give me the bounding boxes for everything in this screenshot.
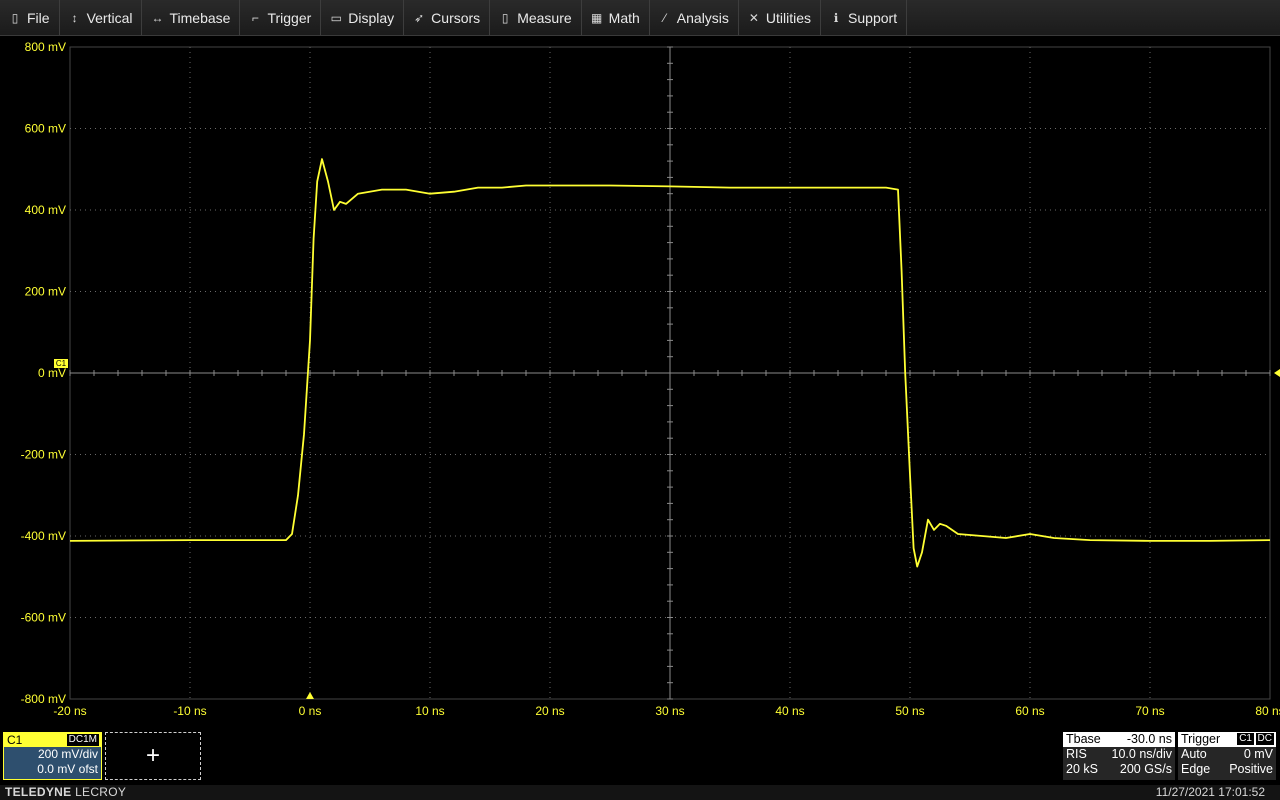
menu-cursors[interactable]: ➶ Cursors [404, 0, 491, 35]
menu-bar: ▯ File ↕ Vertical ↔ Timebase ⌐ Trigger ▭… [0, 0, 1280, 36]
menu-utilities-label: Utilities [765, 9, 812, 26]
info-icon: ℹ [833, 10, 839, 25]
trigger-type: Edge [1181, 762, 1211, 776]
add-channel-button[interactable]: + [105, 732, 201, 780]
timebase-descriptor[interactable]: Tbase -30.0 ns RIS 10.0 ns/div 20 kS 200… [1063, 732, 1175, 780]
trigger-level-arrow [1274, 369, 1280, 377]
menu-measure-label: Measure [517, 9, 572, 26]
menu-math[interactable]: ▦ Math [582, 0, 650, 35]
x-tick-label: 60 ns [1015, 704, 1044, 718]
trigger-row-2: Edge Positive [1178, 762, 1276, 777]
menu-analysis[interactable]: ⁄ Analysis [650, 0, 739, 35]
y-tick-label: 800 mV [25, 40, 66, 54]
analysis-chart-icon: ⁄ [663, 10, 666, 25]
c1-ground-marker-label: C1 [56, 359, 67, 368]
menu-file-label: File [27, 9, 50, 26]
x-tick-label: -10 ns [173, 704, 206, 718]
brand-bold: TELEDYNE [5, 785, 72, 799]
brand-logo: TELEDYNE LECROY [5, 785, 126, 799]
trigger-level: 0 mV [1243, 747, 1273, 761]
x-tick-label: 30 ns [655, 704, 684, 718]
menu-timebase[interactable]: ↔ Timebase [142, 0, 241, 35]
x-tick-label: 0 ns [299, 704, 322, 718]
menu-vertical[interactable]: ↕ Vertical [60, 0, 143, 35]
menu-analysis-label: Analysis [676, 9, 729, 26]
menu-display[interactable]: ▭ Display [321, 0, 405, 35]
y-tick-label: 600 mV [25, 122, 66, 136]
y-tick-label: -600 mV [21, 611, 66, 625]
cursor-icon: ➶ [414, 10, 425, 25]
menu-support-label: Support [848, 9, 898, 26]
timebase-mode: RIS [1066, 747, 1087, 761]
date-time: 11/27/2021 17:01:52 [1155, 785, 1265, 799]
plus-icon: + [145, 742, 160, 769]
c1-name: C1 [7, 733, 23, 747]
timebase-row-2: 20 kS 200 GS/s [1063, 762, 1175, 777]
menu-trigger-label: Trigger [267, 9, 312, 26]
trigger-mode: Auto [1181, 747, 1207, 761]
menu-math-label: Math [608, 9, 640, 26]
timebase-tdiv: 10.0 ns/div [1111, 747, 1172, 761]
menu-utilities[interactable]: ✕ Utilities [739, 0, 822, 35]
waveform-grid[interactable]: 800 mV 600 mV 400 mV 200 mV 0 mV -200 mV -400 … [0, 36, 1280, 726]
trigger-descriptor[interactable]: Trigger C1 DC Auto 0 mV Edge Positive [1178, 732, 1276, 780]
y-tick-label: 0 mV [38, 366, 66, 380]
x-tick-label: 20 ns [535, 704, 564, 718]
c1-vdiv: 200 mV/div [37, 747, 98, 761]
timebase-header: Tbase -30.0 ns [1063, 732, 1175, 747]
vertical-arrows-icon: ↕ [71, 10, 78, 25]
display-icon: ▭ [330, 10, 342, 25]
menu-support[interactable]: ℹ Support [821, 0, 908, 35]
menu-measure[interactable]: ▯ Measure [490, 0, 582, 35]
timebase-row-1: RIS 10.0 ns/div [1063, 747, 1175, 762]
tools-icon: ✕ [748, 10, 759, 25]
trigger-position-arrow [306, 692, 314, 699]
y-tick-label: -800 mV [21, 692, 66, 706]
c1-ground-marker [54, 359, 68, 368]
x-tick-label: 40 ns [775, 704, 804, 718]
trigger-source: C1 [1237, 733, 1254, 745]
y-tick-label: -400 mV [21, 529, 66, 543]
timebase-title: Tbase [1066, 732, 1101, 746]
trigger-header: Trigger C1 DC [1178, 732, 1276, 747]
y-tick-label: -200 mV [21, 448, 66, 462]
x-tick-label: 70 ns [1135, 704, 1164, 718]
x-tick-label: 80 ns [1255, 704, 1280, 718]
x-tick-label: -20 ns [53, 704, 86, 718]
menu-file[interactable]: ▯ File [0, 0, 60, 35]
trigger-row-1: Auto 0 mV [1178, 747, 1276, 762]
timebase-samples: 20 kS [1066, 762, 1098, 776]
c1-descriptor-header: C1 DC1M [4, 733, 101, 747]
x-tick-label: 10 ns [415, 704, 444, 718]
menu-vertical-label: Vertical [86, 9, 133, 26]
menu-trigger[interactable]: ⌐ Trigger [240, 0, 322, 35]
y-tick-label: 200 mV [25, 285, 66, 299]
menu-timebase-label: Timebase [169, 9, 231, 26]
scope-svg: 800 mV 600 mV 400 mV 200 mV 0 mV -200 mV -400 … [21, 40, 1280, 718]
horizontal-arrows-icon: ↔ [151, 10, 164, 25]
trigger-slope: Positive [1229, 762, 1273, 776]
c1-descriptor[interactable]: C1 DC1M 200 mV/div 0.0 mV ofst [3, 732, 102, 780]
c1-offset: 0.0 mV ofst [37, 762, 98, 776]
menu-display-label: Display [348, 9, 395, 26]
status-bar: TELEDYNE LECROY 11/27/2021 17:01:52 [0, 785, 1280, 800]
trigger-title: Trigger [1181, 732, 1221, 746]
c1-trace [69, 158, 1271, 568]
y-tick-label: 400 mV [25, 203, 66, 217]
measure-icon: ▯ [501, 10, 509, 25]
c1-coupling: DC1M [66, 734, 99, 746]
timebase-rate: 200 GS/s [1119, 762, 1172, 776]
menu-cursors-label: Cursors [431, 9, 481, 26]
trigger-coupling: DC [1255, 733, 1274, 745]
file-icon: ▯ [11, 10, 19, 25]
x-tick-label: 50 ns [895, 704, 924, 718]
descriptor-bar: C1 DC1M 200 mV/div 0.0 mV ofst + Tbase -… [0, 727, 1280, 783]
calculator-icon: ▦ [590, 10, 603, 25]
brand-light: LECROY [75, 785, 127, 799]
timebase-delay: -30.0 ns [1126, 732, 1172, 746]
trigger-flag-icon: ⌐ [251, 10, 259, 25]
